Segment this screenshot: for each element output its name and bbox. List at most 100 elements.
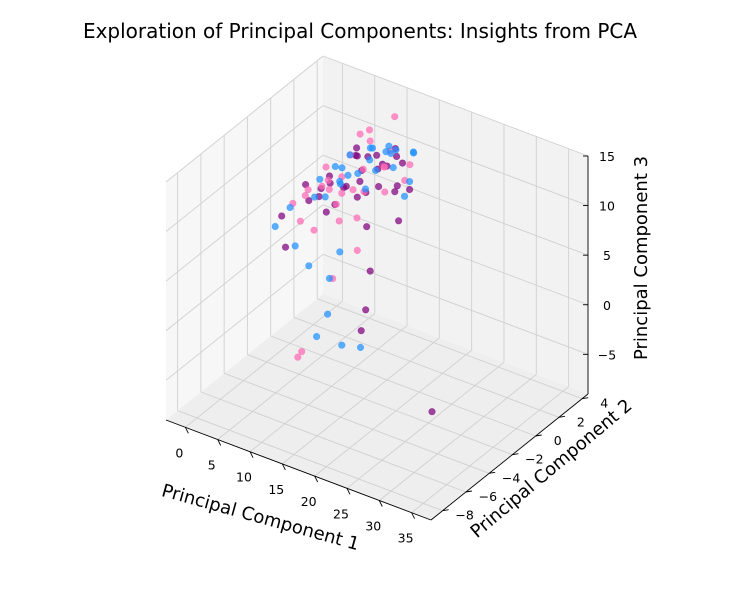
data-point (346, 151, 354, 159)
z-tick-label: 5 (603, 248, 611, 263)
data-point (356, 343, 365, 352)
y-tick-mark (512, 453, 519, 456)
y-tick-mark (489, 471, 496, 474)
grid-line-x-floor (379, 374, 537, 501)
z-tick-label: 10 (599, 199, 615, 214)
pane-back (323, 56, 588, 394)
grid-line-x-floor (185, 300, 343, 428)
data-point (356, 130, 364, 138)
series-2 (271, 142, 418, 352)
data-point (353, 246, 361, 254)
grid-line-x-floor (314, 349, 472, 477)
x-tick-label: 20 (301, 494, 317, 509)
data-point (325, 185, 333, 193)
data-point (389, 164, 397, 172)
data-point (313, 333, 321, 341)
data-point (382, 148, 390, 156)
data-point (359, 165, 367, 173)
z-axis-label: Principal Component 3 (631, 156, 652, 360)
data-point (338, 341, 346, 349)
data-point (353, 193, 361, 201)
x-tick-mark (217, 439, 222, 446)
data-point (393, 182, 401, 190)
y-tick-label: −2 (525, 452, 543, 467)
grid-line-z-back (322, 55, 589, 157)
data-point (365, 126, 374, 134)
y-tick-label: 4 (600, 396, 608, 411)
data-point (392, 146, 400, 154)
data-point (324, 310, 332, 318)
y-tick-mark (442, 509, 449, 512)
y-tick-mark (535, 434, 542, 437)
data-point (316, 175, 324, 183)
data-point (338, 189, 346, 197)
data-point (271, 222, 279, 231)
chart-title: Exploration of Principal Components: Ins… (83, 19, 637, 43)
pane-left (166, 56, 323, 420)
x-tick-label: 35 (398, 531, 414, 546)
grid-line-z-left (165, 105, 324, 232)
grid-line-z-left (165, 253, 324, 381)
data-points (271, 113, 436, 416)
x-tick-mark (346, 488, 351, 495)
grid-line-y-floor (223, 372, 490, 474)
data-point (373, 151, 381, 159)
data-point (304, 186, 312, 194)
x-tick-mark (378, 500, 383, 507)
data-point (331, 162, 339, 171)
data-point (349, 186, 357, 194)
data-point (305, 197, 313, 205)
data-point (291, 242, 299, 250)
y-tick-label: −6 (479, 489, 497, 504)
data-point (366, 137, 374, 145)
data-point (338, 164, 346, 172)
grid-line-z-back (322, 204, 589, 306)
data-point (286, 203, 294, 212)
data-point (281, 243, 290, 251)
grid-line-z-back (322, 105, 589, 207)
data-point (385, 142, 393, 150)
x-tick-label: 0 (175, 445, 183, 460)
x-tick-label: 10 (236, 470, 252, 485)
y-axis-line (430, 393, 589, 521)
z-tick-label: −5 (598, 347, 616, 362)
data-point (366, 156, 374, 164)
data-point (336, 177, 344, 185)
data-point (366, 144, 375, 152)
y-tick-label: 2 (577, 414, 585, 429)
data-point (294, 353, 302, 361)
data-point (298, 348, 306, 356)
data-point (406, 178, 414, 186)
grid-line-y-floor (200, 391, 467, 493)
data-point (400, 192, 409, 200)
x-tick-mark (249, 451, 254, 458)
data-point (428, 408, 436, 416)
data-point (305, 262, 313, 270)
x-tick-label: 15 (268, 482, 284, 497)
data-point (344, 171, 352, 179)
grid-line-x-floor (282, 337, 440, 465)
data-point (406, 161, 414, 169)
grid-line-z-left (165, 55, 324, 183)
data-point (278, 212, 286, 220)
data-point (353, 144, 361, 152)
data-point (406, 185, 414, 194)
data-point (362, 306, 370, 314)
axes-panes (166, 56, 588, 520)
data-point (398, 159, 407, 167)
grid-line-y-floor (270, 335, 536, 437)
data-point (372, 166, 380, 174)
data-point (324, 176, 332, 184)
grid-line-x-floor (217, 313, 375, 440)
x-tick-label: 25 (333, 506, 349, 521)
y-tick-label: −4 (502, 470, 520, 485)
grid-line-z-back (322, 154, 589, 256)
x-axis-label: Principal Component 1 (159, 480, 361, 555)
data-point (301, 192, 309, 200)
data-point (310, 226, 318, 234)
data-point (336, 248, 344, 256)
grid-line-x-floor (411, 386, 569, 514)
data-point (391, 188, 399, 196)
y-tick-mark (582, 397, 589, 400)
